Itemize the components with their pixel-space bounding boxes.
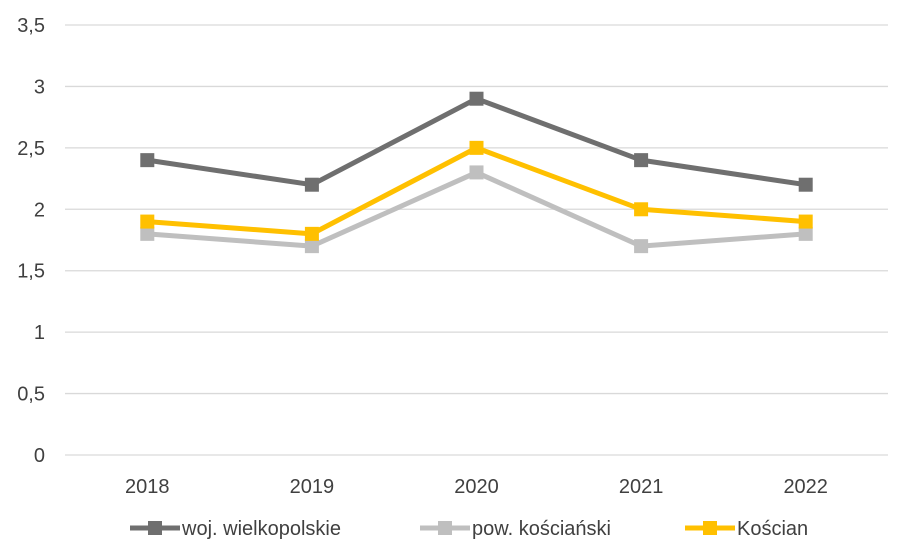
data-point-marker (634, 153, 649, 168)
y-tick-label: 3 (34, 76, 45, 98)
data-point-marker (634, 202, 649, 217)
series-2 (140, 140, 813, 241)
legend: woj. wielkopolskie pow. kościański Kościan (130, 518, 808, 540)
data-point-marker (469, 91, 484, 106)
x-tick-label: 2022 (783, 476, 828, 498)
legend-label: woj. wielkopolskie (181, 518, 341, 540)
y-tick-label: 1,5 (17, 261, 45, 283)
legend-swatch-marker (438, 521, 452, 535)
data-point-marker (140, 214, 155, 229)
data-point-marker (304, 226, 319, 241)
series-0 (140, 91, 813, 192)
y-axis-ticks: 0 0,5 1 1,5 2 2,5 3 3,5 (17, 15, 45, 467)
legend-label: pow. kościański (472, 518, 611, 540)
legend-item: woj. wielkopolskie (130, 518, 341, 540)
series-line (144, 145, 809, 237)
x-axis-ticks: 2018 2019 2020 2021 2022 (125, 476, 828, 498)
x-tick-label: 2018 (125, 476, 170, 498)
data-point-marker (469, 140, 484, 155)
legend-item: pow. kościański (420, 518, 611, 540)
legend-swatch-marker (148, 521, 162, 535)
data-point-marker (140, 226, 155, 241)
y-tick-label: 2,5 (17, 138, 45, 160)
data-point-marker (469, 165, 484, 180)
y-tick-label: 3,5 (17, 15, 45, 37)
y-tick-label: 2 (34, 199, 45, 221)
data-point-marker (304, 177, 319, 192)
data-point-marker (140, 153, 155, 168)
legend-label: Kościan (737, 518, 808, 540)
gridlines (65, 24, 888, 456)
y-tick-label: 0,5 (17, 384, 45, 406)
legend-swatch-marker (703, 521, 717, 535)
series (140, 91, 813, 254)
data-point-marker (304, 239, 319, 254)
data-point-marker (798, 226, 813, 241)
x-tick-label: 2020 (454, 476, 499, 498)
y-tick-label: 1 (34, 322, 45, 344)
series-1 (140, 165, 813, 254)
legend-item: Kościan (685, 518, 808, 540)
x-tick-label: 2021 (619, 476, 664, 498)
x-tick-label: 2019 (290, 476, 335, 498)
data-point-marker (798, 177, 813, 192)
data-point-marker (798, 214, 813, 229)
data-point-marker (634, 239, 649, 254)
y-tick-label: 0 (34, 445, 45, 467)
